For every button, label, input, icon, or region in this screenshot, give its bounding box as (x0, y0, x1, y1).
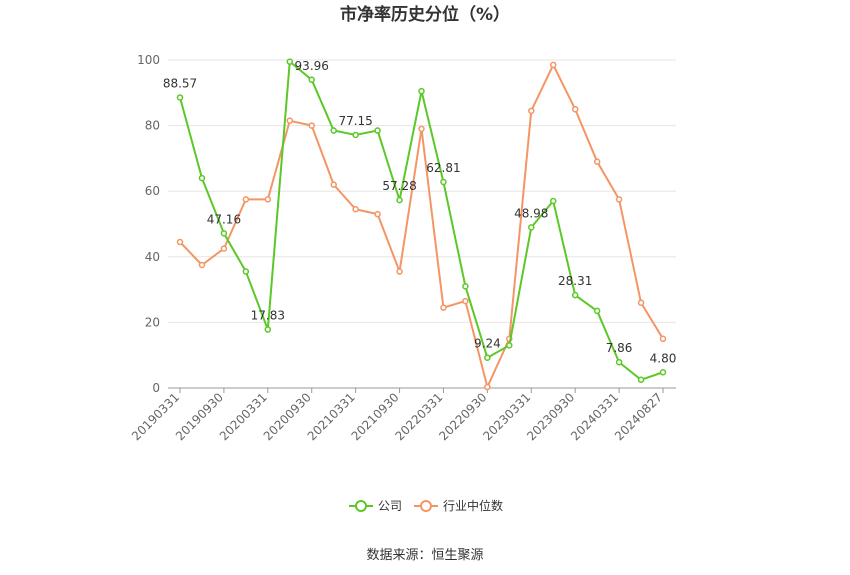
data-point (286, 117, 294, 124)
data-point (242, 196, 250, 203)
data-point (615, 358, 623, 366)
legend-item-company[interactable]: 公司 (349, 499, 402, 513)
series-industry-median (176, 61, 667, 391)
legend-label: 公司 (378, 499, 402, 513)
grid-lines (168, 59, 676, 323)
data-point (659, 335, 667, 343)
data-point (637, 299, 645, 306)
data-label: 48.98 (514, 206, 548, 220)
data-point (462, 297, 469, 305)
data-point (352, 205, 359, 213)
data-label: 7.86 (606, 341, 633, 355)
data-point (242, 268, 250, 275)
data-point (440, 304, 447, 311)
data-label: 57.28 (382, 179, 416, 193)
data-point (330, 127, 337, 134)
data-point (374, 210, 381, 218)
data-point (571, 105, 579, 113)
data-point (615, 196, 623, 203)
data-point (484, 383, 491, 391)
data-point (637, 376, 645, 384)
y-tick-label: 40 (145, 250, 160, 264)
legend-item-industry-median[interactable]: 行业中位数 (414, 498, 503, 513)
data-label: 62.81 (426, 161, 460, 175)
data-point (659, 369, 667, 376)
x-axis: 2019033120190930202003312020093020210331… (129, 387, 676, 443)
data-label: 9.24 (474, 337, 501, 351)
data-point (418, 125, 425, 133)
data-point (286, 58, 294, 65)
data-point (352, 131, 359, 139)
data-point (264, 196, 272, 203)
y-tick-label: 20 (145, 315, 160, 329)
data-point (330, 181, 337, 188)
data-point (593, 158, 601, 165)
y-tick-label: 80 (145, 119, 160, 133)
data-point (484, 354, 491, 361)
legend-marker (355, 500, 367, 512)
data-label: 77.15 (338, 114, 372, 128)
series-layer (176, 58, 667, 391)
data-point (176, 94, 184, 101)
series-line (179, 60, 664, 381)
data-point (549, 61, 557, 69)
data-point (374, 127, 381, 134)
data-point (198, 174, 206, 182)
data-point (549, 197, 557, 205)
data-point (220, 245, 228, 252)
data-label: 93.96 (295, 59, 329, 73)
data-label: 17.83 (251, 309, 285, 323)
source-note: 数据来源：恒生聚源 (366, 548, 483, 563)
chart-title: 市净率历史分位（%） (340, 4, 510, 25)
legend[interactable]: 公司 行业中位数 (349, 498, 503, 513)
data-labels: 88.57 47.16 17.83 93.96 77.15 57.28 62.81 9.24 4… (163, 59, 677, 365)
data-point (528, 224, 535, 231)
data-label: 47.16 (207, 212, 241, 226)
data-point (308, 76, 315, 84)
data-point (220, 230, 228, 237)
y-tick-label: 0 (152, 381, 160, 395)
data-point (418, 87, 425, 95)
x-tick-label: 20240827 (612, 390, 665, 443)
data-point (396, 268, 403, 275)
y-axis-ticks: 0 20 40 60 80 100 (137, 53, 160, 395)
data-point (308, 122, 315, 129)
data-point (176, 238, 184, 246)
data-point (528, 107, 535, 115)
data-point (198, 261, 206, 269)
data-point (593, 307, 601, 315)
legend-label: 行业中位数 (443, 498, 503, 513)
data-point (264, 326, 272, 333)
data-point (462, 283, 469, 290)
y-tick-label: 60 (145, 184, 160, 198)
data-label: 4.80 (650, 351, 677, 365)
legend-marker (420, 500, 432, 512)
series-line (179, 63, 664, 389)
data-point (506, 342, 513, 349)
data-point (571, 291, 579, 299)
series-company (176, 58, 667, 384)
data-point (396, 196, 403, 204)
data-label: 28.31 (558, 274, 592, 288)
y-tick-label: 100 (137, 53, 160, 67)
data-point (440, 178, 447, 186)
data-label: 88.57 (163, 76, 197, 90)
